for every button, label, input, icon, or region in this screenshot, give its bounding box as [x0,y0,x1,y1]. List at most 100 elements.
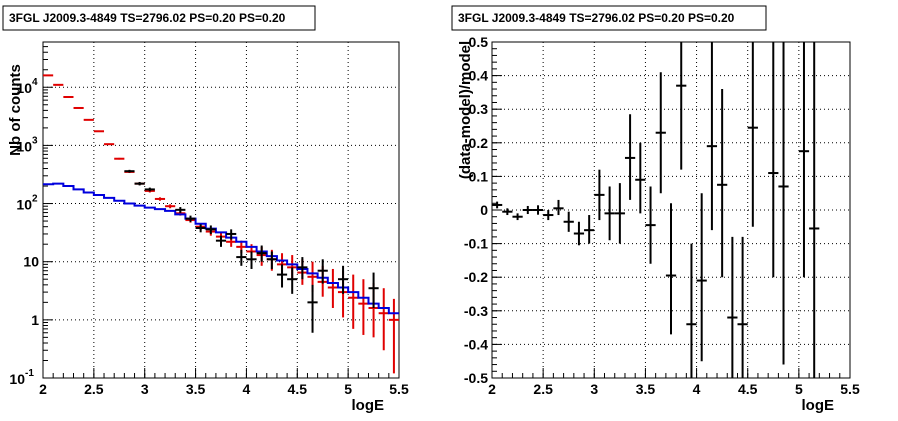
data-point [93,130,105,133]
series-blue-step [43,182,399,315]
data-point [154,197,166,201]
y-tick-exponent: 4 [32,77,38,88]
data-point [246,251,257,269]
data-point [512,213,523,221]
y-tick-label: -0.1 [464,236,488,252]
data-point [553,199,564,216]
data-point [297,257,308,280]
data-point [134,181,145,186]
data-point [287,267,298,294]
data-point [655,72,666,194]
y-tick-label: 1 [31,312,39,328]
data-point [717,89,728,278]
data-point [368,272,379,308]
data-point [624,114,636,200]
data-point [543,210,554,221]
y-tick-label: 10 [9,371,25,387]
y-tick-label: 0.4 [469,68,489,84]
chart-title-box [451,5,767,31]
data-point [809,42,820,378]
x-tick-label: 3.5 [186,381,206,397]
data-point [502,208,513,216]
x-tick-label: 3 [141,381,149,397]
data-point [614,183,625,244]
data-point [307,284,318,333]
x-axis-label: logE [352,397,385,414]
data-point [327,268,338,308]
data-point [747,42,758,227]
data-point [522,205,533,215]
x-tick-label: 3 [590,381,598,397]
x-tick-label: 5 [795,381,803,397]
data-point [83,118,94,121]
data-point [63,95,74,98]
data-point [378,288,389,351]
y-tick-exponent: 2 [32,194,38,205]
y-tick-label: 0.1 [469,168,489,184]
chart-title: 3FGL J2009.3-4849 TS=2796.02 PS=0.20 PS=… [9,11,286,25]
data-point [175,207,186,213]
x-tick-label: 5 [344,381,352,397]
x-tick-label: 3.5 [636,381,656,397]
data-point [144,187,155,192]
data-point [706,42,718,231]
series-red-errorbar [43,74,399,374]
chart-panel-1: 3FGL J2009.3-4849 TS=2796.02 PS=0.20 PS=… [2,5,409,414]
data-point [266,251,277,269]
data-point [584,215,595,244]
data-point [563,211,574,232]
x-tick-label: 2.5 [533,381,553,397]
x-axis-label: logE [802,397,835,414]
data-point [215,235,227,247]
data-point [665,203,677,335]
plot-frame [42,41,400,379]
data-point [337,265,349,294]
y-tick-label: 10 [16,80,32,96]
chart-title: 3FGL J2009.3-4849 TS=2796.02 PS=0.20 PS=… [458,11,735,25]
data-point [104,143,115,146]
data-point [798,42,810,278]
series-black-errorbar [124,169,379,333]
data-point [532,205,544,215]
data-point [256,245,267,262]
data-point [205,225,216,234]
y-tick-label: 0.3 [469,101,489,117]
data-point [768,42,779,278]
y-tick-exponent: -1 [25,368,34,379]
data-point [727,236,738,378]
model-step-line [43,182,399,315]
x-tick-label: 4.5 [738,381,758,397]
data-point [696,193,707,362]
x-tick-label: 2 [488,381,496,397]
x-tick-label: 2.5 [84,381,104,397]
y-tick-exponent: 3 [32,135,38,146]
data-point [676,42,687,170]
y-axis-label: Nb of counts [7,64,24,156]
data-point [778,42,789,365]
y-axis-label: (data-model)/model [457,41,474,179]
data-point [388,298,399,374]
data-point [573,221,585,246]
x-tick-label: 4 [243,381,251,397]
y-tick-label: 0.2 [469,135,489,151]
data-point [348,274,359,329]
data-point [185,215,196,223]
data-point [124,169,135,173]
y-tick-label: 0.5 [469,34,489,50]
x-tick-label: 5.5 [840,381,860,397]
data-point [276,264,288,288]
x-tick-label: 4 [693,381,701,397]
data-point [114,157,125,160]
data-point [53,83,64,86]
y-tick-label: -0.2 [464,269,488,285]
data-point [73,106,84,109]
data-point [317,259,328,284]
y-tick-label: -0.3 [464,303,488,319]
chart-title-box [2,5,316,31]
data-point [604,186,615,241]
data-point [358,279,369,335]
data-point [165,204,176,209]
data-point [645,186,656,264]
chart-panel-2: 3FGL J2009.3-4849 TS=2796.02 PS=0.20 PS=… [451,5,860,414]
